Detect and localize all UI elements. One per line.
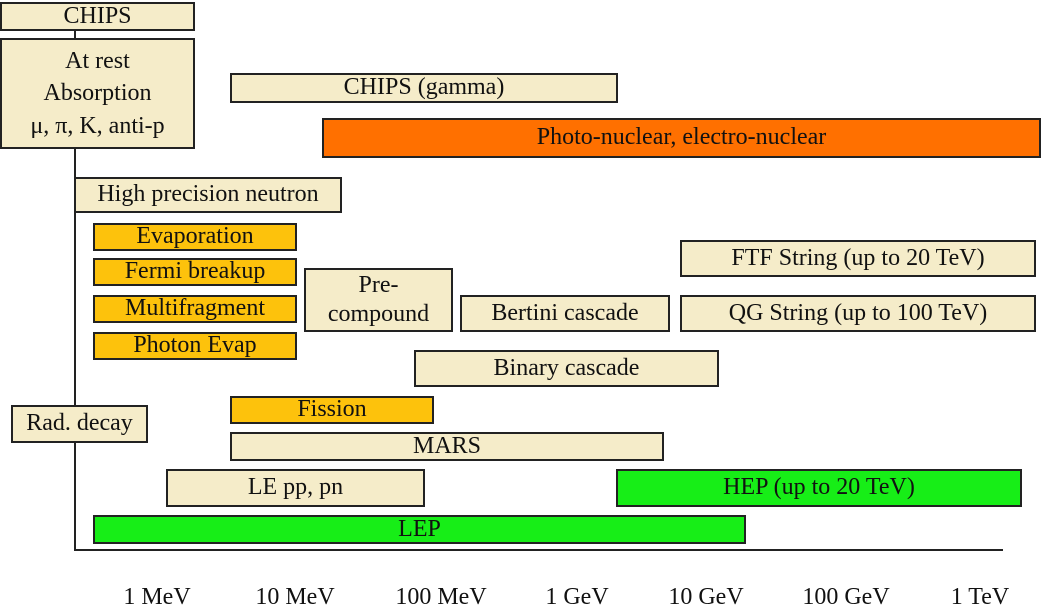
mars-box: MARS (230, 432, 664, 461)
tick-label-1tev: 1 TeV (950, 584, 1010, 610)
chips-gamma-box: CHIPS (gamma) (230, 73, 618, 103)
bertini-cascade-box: Bertini cascade (460, 295, 670, 332)
tick-label-10gev: 10 GeV (668, 584, 744, 610)
photon-evap-box: Photon Evap (93, 332, 297, 360)
pre-compound-box: Pre- compound (304, 268, 453, 332)
fermi-breakup-box: Fermi breakup (93, 258, 297, 286)
tick-label-100mev: 100 MeV (395, 584, 487, 610)
tick-label-1mev: 1 MeV (123, 584, 191, 610)
chips-box: CHIPS (0, 2, 195, 31)
fission-box: Fission (230, 396, 434, 424)
rad-decay-box: Rad. decay (11, 405, 148, 443)
binary-cascade-box: Binary cascade (414, 350, 719, 387)
tick-label-1gev: 1 GeV (545, 584, 609, 610)
lep-box: LEP (93, 515, 746, 544)
hep-box: HEP (up to 20 TeV) (616, 469, 1022, 507)
at-rest-absorption-box: At rest Absorption μ, π, K, anti-p (0, 38, 195, 149)
energy-axis-vertical-line (74, 27, 76, 551)
multifragment-box: Multifragment (93, 295, 297, 323)
qg-string-box: QG String (up to 100 TeV) (680, 295, 1036, 332)
ftf-string-box: FTF String (up to 20 TeV) (680, 240, 1036, 277)
tick-label-100gev: 100 GeV (802, 584, 890, 610)
energy-axis-horizontal-line (74, 549, 1003, 551)
photo-nuclear-box: Photo-nuclear, electro-nuclear (322, 118, 1041, 158)
tick-label-10mev: 10 MeV (255, 584, 335, 610)
evaporation-box: Evaporation (93, 223, 297, 251)
high-precision-neutron-box: High precision neutron (74, 177, 342, 213)
le-pp-pn-box: LE pp, pn (166, 469, 425, 507)
